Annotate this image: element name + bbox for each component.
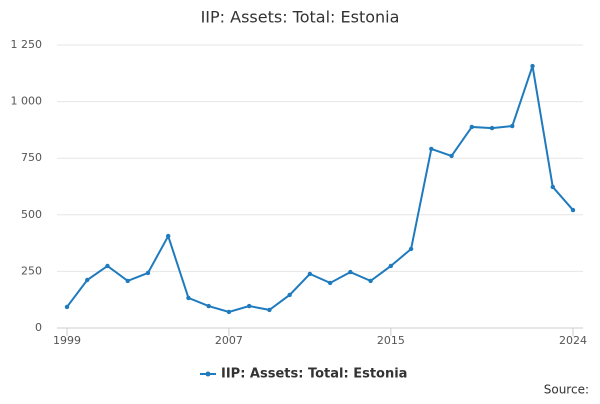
x-tick-label: 2007 — [215, 334, 243, 347]
point — [64, 304, 70, 310]
y-tick-label: 500 — [21, 208, 42, 221]
y-tick-label: 250 — [21, 264, 42, 277]
point — [226, 309, 232, 315]
x-tick-label: 2024 — [559, 334, 587, 347]
legend-marker — [205, 371, 211, 377]
point — [348, 269, 353, 275]
point — [570, 207, 576, 213]
point — [550, 184, 555, 190]
point — [307, 271, 313, 277]
point — [489, 125, 495, 131]
x-tick-label: 1999 — [53, 334, 81, 347]
point — [327, 280, 333, 286]
chart-title: IIP: Assets: Total: Estonia — [201, 8, 400, 27]
x-tick-label: 2015 — [377, 334, 405, 347]
point — [429, 146, 434, 152]
legend-label: IIP: Assets: Total: Estonia — [221, 367, 407, 382]
source: Source: — [544, 383, 589, 397]
point — [85, 277, 90, 283]
point — [368, 278, 373, 284]
point — [186, 295, 191, 301]
point — [267, 307, 272, 313]
point — [408, 246, 414, 252]
line — [66, 65, 574, 313]
point — [246, 303, 252, 309]
point — [449, 153, 454, 159]
point — [166, 233, 171, 239]
point — [510, 123, 515, 129]
point — [388, 263, 394, 269]
point — [530, 63, 535, 69]
point — [125, 278, 130, 284]
y-tick-label: 750 — [21, 151, 42, 164]
point — [287, 292, 292, 298]
point — [145, 270, 151, 276]
point — [105, 263, 110, 269]
point — [206, 303, 211, 309]
y-tick-label: 1 000 — [11, 95, 43, 108]
point — [469, 124, 474, 130]
y-tick-label: 1 250 — [11, 38, 43, 51]
y-tick-label: 0 — [35, 321, 42, 334]
